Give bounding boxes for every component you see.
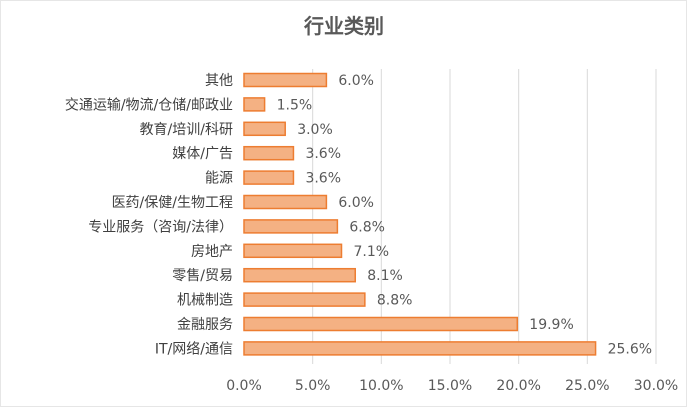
value-label: 6.0% xyxy=(338,195,374,211)
bar xyxy=(243,267,356,283)
bar xyxy=(243,72,328,88)
category-label: 教育/培训/科研 xyxy=(140,122,233,138)
bar xyxy=(243,194,328,210)
value-label: 7.1% xyxy=(354,244,390,260)
category-label: 金融服务 xyxy=(177,317,233,333)
value-label: 19.9% xyxy=(529,317,573,333)
value-label: 3.6% xyxy=(305,146,341,162)
bar xyxy=(243,145,295,161)
category-label: IT/网络/通信 xyxy=(155,341,233,357)
x-tick-label: 25.0% xyxy=(565,378,609,394)
value-label: 8.1% xyxy=(367,268,403,284)
bar xyxy=(243,341,597,356)
category-label: 医药/保健/生物工程 xyxy=(112,195,233,211)
category-label: 机械制造 xyxy=(177,293,233,309)
category-label: 专业服务（咨询/法律） xyxy=(88,219,233,235)
bar xyxy=(243,97,266,112)
value-label: 6.0% xyxy=(338,73,374,89)
category-label: 交通运输/物流/仓储/邮政业 xyxy=(65,96,233,113)
bar xyxy=(243,292,366,307)
category-label: 其他 xyxy=(205,73,233,89)
x-tick-label: 30.0% xyxy=(634,378,678,394)
x-tick-label: 5.0% xyxy=(295,378,331,394)
bar xyxy=(243,316,519,332)
bar xyxy=(243,219,339,234)
x-tick-label: 20.0% xyxy=(496,378,540,394)
x-tick-label: 0.0% xyxy=(226,378,262,394)
category-label: 房地产 xyxy=(191,244,233,260)
x-axis-ticks: 0.0% 5.0% 10.0% 15.0% 20.0% 25.0% 30.0% xyxy=(226,378,678,394)
category-labels: 其他交通运输/物流/仓储/邮政业教育/培训/科研媒体/广告能源医药/保健/生物工… xyxy=(65,73,233,357)
x-tick-label: 15.0% xyxy=(428,378,472,394)
value-label: 6.8% xyxy=(349,219,385,235)
bars xyxy=(243,72,597,356)
bar xyxy=(243,170,295,185)
grid-lines xyxy=(312,69,657,364)
category-label: 零售/贸易 xyxy=(172,268,233,284)
value-labels: 6.0% 1.5% 3.0% 3.6% 3.6% 6.0% 6.8% 7.1% 8.1% 8.8%… xyxy=(277,73,652,357)
value-label: 1.5% xyxy=(277,97,313,113)
value-label: 25.6% xyxy=(608,341,652,357)
value-label: 3.0% xyxy=(297,122,333,138)
x-tick-label: 10.0% xyxy=(359,378,403,394)
chart-title: 行业类别 xyxy=(303,14,384,38)
bar xyxy=(243,121,286,137)
bar xyxy=(243,243,343,259)
category-label: 能源 xyxy=(205,171,233,187)
category-label: 媒体/广告 xyxy=(172,146,233,162)
value-label: 3.6% xyxy=(305,171,341,187)
value-label: 8.8% xyxy=(377,293,413,309)
